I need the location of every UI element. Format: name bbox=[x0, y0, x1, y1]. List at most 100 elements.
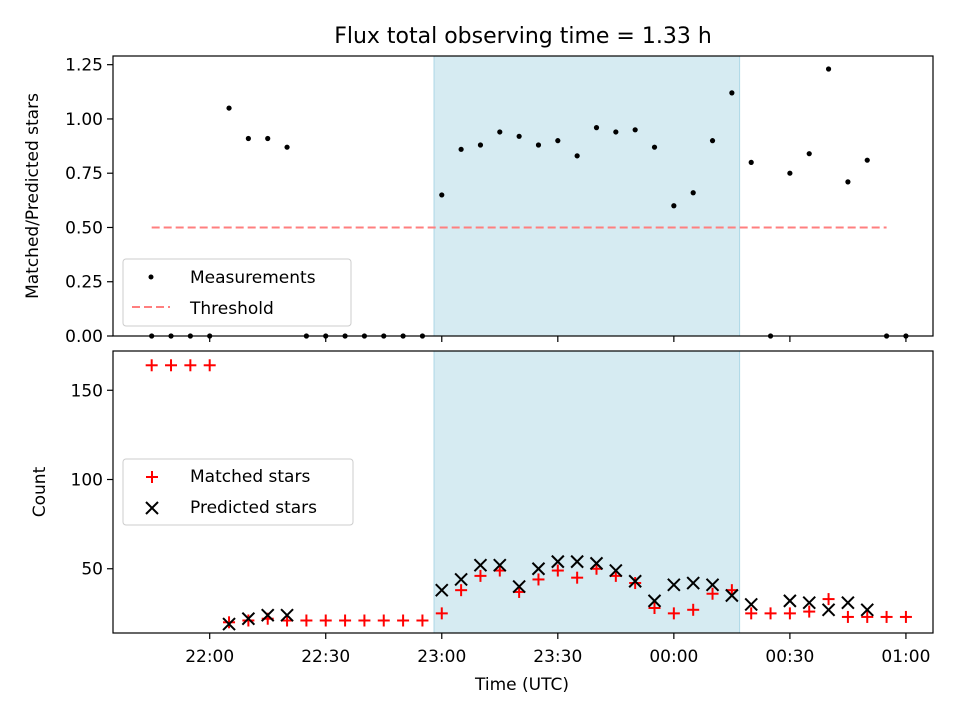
matched-star-point bbox=[687, 603, 700, 616]
measurement-point bbox=[265, 135, 271, 142]
matched-star-point bbox=[474, 569, 487, 582]
matched-star-point bbox=[648, 602, 661, 615]
matched-star-point bbox=[377, 614, 390, 627]
top-plot-frame bbox=[112, 55, 934, 337]
legend-predicted-marker bbox=[145, 501, 159, 515]
matched-star-point bbox=[822, 593, 835, 606]
predicted-star-point bbox=[222, 617, 236, 631]
bottom-x-tick-label: 00:30 bbox=[765, 647, 814, 667]
measurement-point bbox=[690, 190, 696, 196]
measurement-point bbox=[709, 138, 716, 144]
bottom-x-tick-label: 00:00 bbox=[649, 647, 698, 667]
measurement-point bbox=[864, 157, 870, 163]
bottom-x-tick-label: 22:00 bbox=[185, 647, 234, 667]
bottom-x-tick-label: 22:30 bbox=[301, 647, 350, 667]
measurement-point bbox=[226, 105, 232, 111]
top-legend: Measurements Threshold bbox=[122, 258, 352, 327]
bottom-x-tick-label: 01:00 bbox=[881, 647, 930, 667]
predicted-star-point bbox=[725, 588, 739, 603]
matched-star-point bbox=[880, 610, 893, 623]
top-y-tick-label: 1.00 bbox=[65, 110, 103, 130]
top-panel: 0.00 0.25 0.50 0.75 1.00 1.25 Flux total obse… bbox=[23, 24, 934, 347]
top-shaded-span bbox=[433, 55, 741, 337]
measurement-point bbox=[671, 203, 677, 209]
matched-star-point bbox=[667, 607, 680, 620]
measurement-point bbox=[574, 153, 580, 159]
measurement-point bbox=[729, 90, 735, 96]
matched-star-point bbox=[551, 564, 564, 577]
bottom-panel: 50 100 150 22:00 22:30 23:00 23:30 00:00 00:30 01… bbox=[30, 350, 934, 695]
matched-star-point bbox=[397, 614, 410, 627]
measurement-point bbox=[477, 142, 484, 148]
matched-star-point bbox=[203, 359, 216, 372]
legend-measurements-label: Measurements bbox=[190, 268, 316, 288]
predicted-star-point bbox=[628, 574, 642, 588]
predicted-star-point bbox=[454, 572, 468, 587]
matched-star-point bbox=[764, 607, 777, 620]
measurement-point bbox=[284, 144, 290, 150]
measurement-point bbox=[651, 144, 658, 150]
predicted-star-point bbox=[570, 554, 584, 569]
bottom-x-tick-label: 23:00 bbox=[417, 647, 466, 667]
measurement-point bbox=[593, 125, 600, 131]
top-y-tick-label: 0.75 bbox=[65, 164, 103, 184]
matched-star-point bbox=[165, 359, 178, 372]
matched-star-point bbox=[339, 614, 352, 627]
predicted-star-point bbox=[551, 554, 565, 569]
top-y-tick-label: 1.25 bbox=[65, 56, 103, 76]
predicted-star-point bbox=[744, 597, 758, 612]
predicted-star-point bbox=[647, 594, 662, 608]
legend-matched-marker bbox=[146, 471, 158, 483]
matched-star-point bbox=[745, 607, 758, 620]
bottom-x-tick-label: 23:30 bbox=[533, 647, 582, 667]
matched-star-point bbox=[803, 605, 816, 618]
matched-star-point bbox=[841, 610, 854, 623]
measurement-point bbox=[806, 151, 812, 157]
matched-star-point bbox=[629, 577, 642, 590]
bottom-plot-frame bbox=[112, 350, 934, 634]
predicted-star-point bbox=[241, 612, 256, 626]
measurement-point bbox=[535, 142, 542, 148]
measurement-point bbox=[245, 135, 251, 142]
measurement-point bbox=[613, 129, 619, 135]
bottom-legend: Matched stars Predicted stars bbox=[122, 458, 354, 526]
top-legend-box bbox=[122, 258, 352, 327]
predicted-star-point bbox=[705, 578, 720, 592]
predicted-star-point bbox=[609, 563, 623, 578]
predicted-star-point bbox=[667, 578, 681, 592]
matched-star-point bbox=[783, 607, 796, 620]
bottom-y-axis-label: Count bbox=[30, 466, 50, 517]
matched-star-point bbox=[319, 614, 332, 627]
measurement-point bbox=[439, 192, 445, 198]
top-y-tick-label: 0.00 bbox=[65, 327, 103, 347]
matched-star-point bbox=[416, 614, 429, 627]
predicted-star-point bbox=[860, 603, 874, 617]
predicted-star-point bbox=[435, 583, 449, 597]
measurement-point bbox=[516, 133, 522, 139]
bottom-shaded-span bbox=[433, 350, 741, 634]
bottom-y-tick-label: 150 bbox=[71, 381, 103, 401]
predicted-star-point bbox=[493, 558, 507, 572]
legend-threshold-label: Threshold bbox=[189, 299, 274, 319]
top-y-tick-label: 0.25 bbox=[65, 273, 103, 293]
measurement-point bbox=[497, 129, 503, 135]
matched-star-point bbox=[300, 614, 313, 627]
matched-star-point bbox=[358, 614, 371, 627]
matched-star-point bbox=[571, 571, 584, 584]
measurement-point bbox=[845, 179, 851, 185]
matched-star-point bbox=[899, 610, 912, 623]
matched-star-point bbox=[223, 616, 236, 629]
predicted-star-point bbox=[261, 608, 275, 622]
top-chart-title: Flux total observing time = 1.33 h bbox=[334, 24, 712, 49]
measurement-point bbox=[748, 159, 754, 165]
predicted-star-point bbox=[531, 562, 546, 576]
predicted-star-point bbox=[473, 558, 488, 572]
matched-star-point bbox=[184, 359, 197, 372]
bottom-legend-box bbox=[122, 458, 354, 526]
x-axis-label: Time (UTC) bbox=[474, 675, 569, 695]
matched-star-point bbox=[242, 614, 255, 627]
top-y-tick-label: 0.50 bbox=[65, 218, 103, 238]
legend-matched-label: Matched stars bbox=[190, 467, 310, 487]
predicted-star-point bbox=[589, 556, 604, 571]
